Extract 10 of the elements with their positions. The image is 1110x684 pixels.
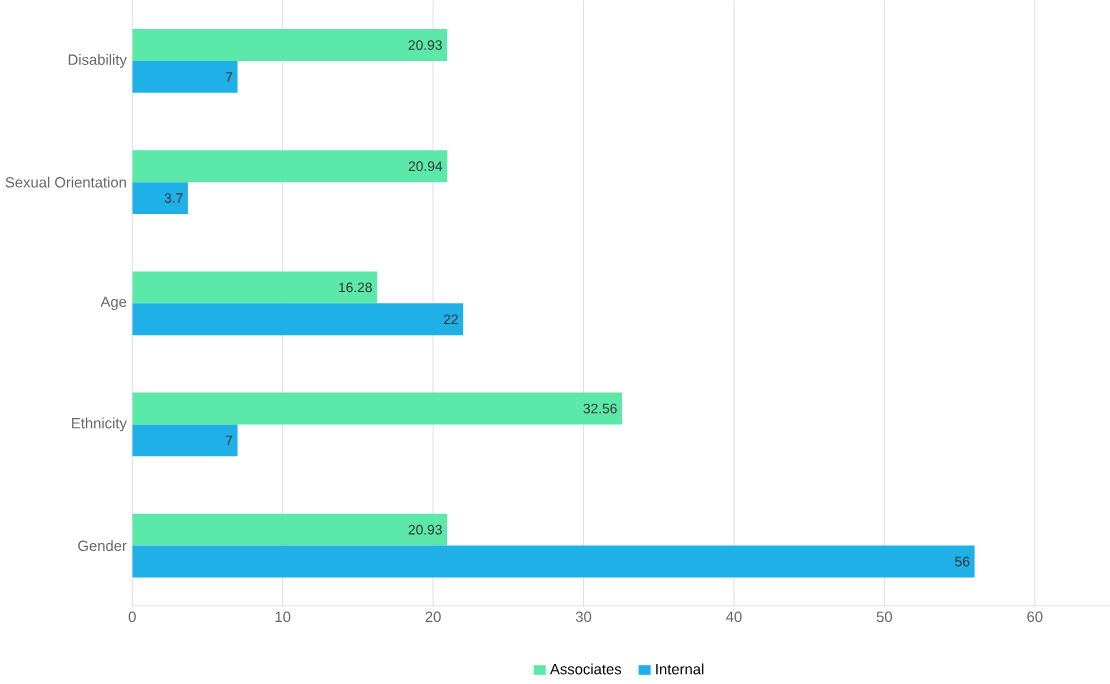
bar bbox=[132, 28, 448, 61]
bar bbox=[132, 545, 975, 578]
bar bbox=[132, 181, 188, 214]
bar bbox=[132, 392, 623, 424]
bar bbox=[132, 149, 448, 182]
bar bbox=[132, 270, 378, 303]
bar bbox=[132, 513, 448, 546]
bar bbox=[132, 60, 238, 93]
bar bbox=[132, 302, 464, 335]
bar bbox=[132, 423, 238, 456]
